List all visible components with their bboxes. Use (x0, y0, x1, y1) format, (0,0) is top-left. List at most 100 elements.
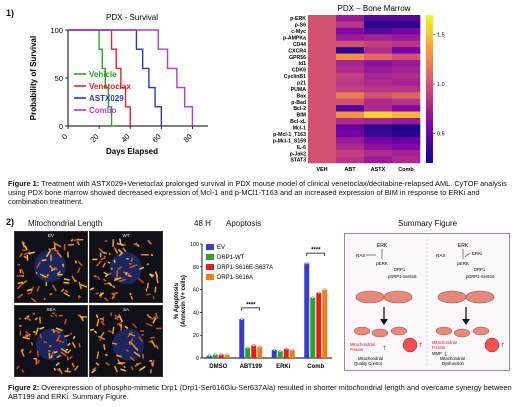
summary-left-erk: ERK (377, 243, 388, 249)
mitochondrion-mark (55, 327, 63, 332)
mitochondrion-mark (36, 261, 41, 269)
mitochondrion-mark (70, 238, 74, 242)
heatmap-cell (336, 117, 365, 125)
heatmap-col-label: VEH (316, 167, 327, 173)
mitochondrion-mark (23, 255, 27, 259)
mitochondrion-mark (25, 316, 32, 322)
mitochondrion-mark (139, 266, 145, 270)
heatmap-cell (336, 47, 365, 54)
mitochondrion-mark (36, 350, 40, 357)
mitochondrion-mark (64, 318, 67, 325)
heatmap-row-label: PUMA (291, 87, 307, 93)
mitochondrion-mark (64, 370, 72, 373)
mitochondrion-mark (133, 351, 141, 358)
heatmap-row-label: Mcl-1 (293, 126, 306, 132)
mitochondrion-mark (17, 281, 24, 285)
survival-legend-label: Venetoclax (89, 82, 131, 91)
mitochondrion-mark (37, 359, 40, 364)
heatmap-row-label: c-Myc (291, 29, 306, 35)
summary-right-dysfunction-line2: Dysfunction (442, 361, 465, 366)
heatmap-row-label: p21 (297, 80, 306, 86)
mitochondrion-mark (150, 336, 155, 339)
heatmap-cell (364, 130, 393, 138)
mitochondrion-mark (118, 252, 123, 257)
mitochondrion-mark (16, 275, 23, 277)
apoptosis-ylabel-line: % Apoptosis (174, 282, 180, 319)
mitochondrion-mark (113, 365, 119, 373)
mitochondrion-mark (33, 358, 36, 360)
heatmap-cell (364, 137, 393, 144)
mitochondrion-mark (103, 297, 109, 302)
figure-2-caption: Figure 2: Overexpression of phospho-mime… (8, 383, 514, 401)
mitochondrion-mark (125, 349, 130, 352)
apoptosis-bar (289, 350, 295, 358)
mitochondrion-mark (54, 249, 59, 253)
apoptosis-time: 48 H (194, 219, 211, 228)
micrograph-wt-image (90, 238, 159, 302)
mitochondrion-mark (78, 281, 83, 290)
mitochondrion-mark (63, 281, 70, 284)
apoptosis-bar (251, 345, 257, 358)
mitochondrion-mark (116, 321, 123, 326)
mitochondrion-mark (57, 330, 61, 334)
survival-ytick-label: 0 (59, 122, 63, 131)
apoptosis-bar (212, 354, 218, 358)
mitochondrion-mark (52, 328, 56, 333)
summary-left-mito-5 (390, 326, 408, 336)
survival-xlabel: Days Elapsed (106, 147, 158, 156)
mitochondrion-mark (93, 275, 97, 278)
apoptosis-bar (224, 354, 230, 358)
heatmap-cell (308, 66, 337, 74)
mitochondrion-mark (67, 342, 71, 347)
mitochondrion-mark (96, 318, 100, 327)
summary-left-ras: RAS (356, 253, 365, 258)
summary-left-fission: Mitochondrial Fission (350, 342, 375, 352)
survival-line-combo (68, 29, 194, 126)
summary-right-fission-line2: Fission (432, 345, 446, 350)
heatmap-cell (392, 47, 421, 54)
apoptosis-point (278, 349, 282, 353)
summary-left-mito-3 (353, 326, 371, 336)
mitochondrion-mark (131, 322, 138, 329)
mitochondrion-mark (91, 367, 97, 371)
apoptosis-bar (271, 350, 277, 358)
mitochondrion-mark (108, 252, 111, 256)
survival-ytick-label: 100 (50, 26, 63, 35)
heatmap-cell (392, 21, 421, 29)
apoptosis-bar (310, 297, 316, 358)
mitochondrion-mark (145, 288, 148, 292)
mitochondrion-mark (19, 269, 22, 274)
heatmap-cell (364, 15, 393, 22)
mitochondrion-mark (69, 355, 73, 360)
heatmap-cell (336, 124, 365, 132)
apoptosis-ylabel: % Apoptosis(Annexin V+ cells) (174, 275, 187, 327)
mitochondrion-mark (138, 336, 143, 342)
mitochondrion-mark (17, 293, 24, 299)
heatmap-cell (336, 130, 365, 138)
apoptosis-point (272, 348, 276, 352)
mitochondrion-mark (134, 363, 140, 367)
apoptosis-point (213, 353, 217, 356)
heatmap-cell (364, 143, 393, 151)
mitochondrion-mark (76, 240, 80, 246)
apoptosis-point (305, 262, 309, 265)
mitochondrion-mark (21, 369, 25, 373)
heatmap-row-label: CyclinB1 (284, 74, 306, 80)
mitochondrion-mark (95, 292, 100, 295)
apoptosis-ytick-label: 100 (190, 242, 199, 248)
heatmap-cell (392, 79, 421, 87)
summary-right-drp1: DRP1 (474, 267, 486, 272)
mitochondrion-mark (123, 365, 126, 369)
heatmap-cell (336, 79, 365, 87)
mitochondrion-mark (116, 354, 122, 358)
apoptosis-point (258, 345, 262, 348)
sig-label-abt: **** (246, 302, 256, 308)
mitochondrion-mark (56, 354, 61, 359)
mitochondrion-mark (129, 264, 138, 269)
heatmap-cell (364, 53, 393, 61)
summary-right-mito-5 (472, 326, 490, 336)
heatmap-cell (364, 66, 393, 74)
mitochondrion-mark (49, 292, 53, 296)
survival-legend-label: Vehicle (89, 70, 117, 79)
mitochondrion-mark (128, 332, 136, 337)
